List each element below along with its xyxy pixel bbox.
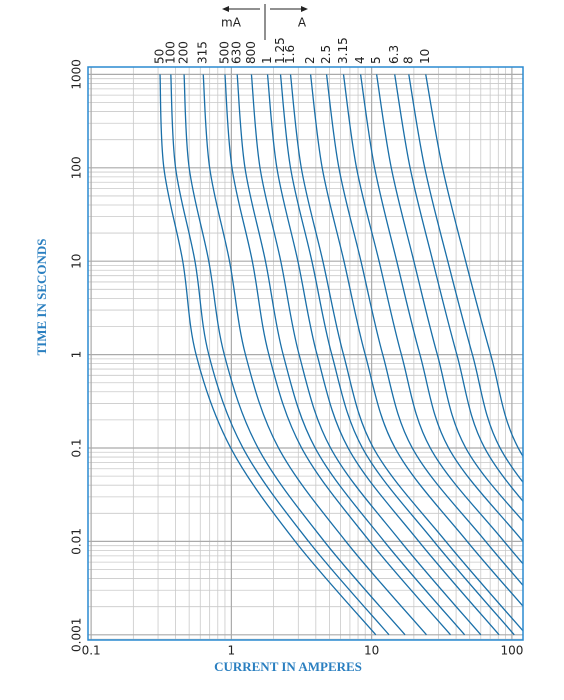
- unit-label: mA: [221, 16, 242, 30]
- curve: [309, 74, 523, 608]
- curve: [425, 74, 523, 458]
- curve: [325, 74, 523, 587]
- curve: [183, 74, 406, 636]
- y-tick-label: 100: [70, 156, 84, 179]
- curve: [289, 74, 523, 632]
- arrow-head: [301, 6, 308, 12]
- curve-label: 1: [260, 56, 274, 64]
- curve-label: 630: [230, 41, 244, 64]
- curve-label: 50: [153, 49, 167, 64]
- arrow-head: [222, 6, 229, 12]
- curve-label: 3.15: [336, 37, 350, 64]
- curve-label: 5: [369, 56, 383, 64]
- y-tick-label: 1000: [70, 59, 84, 90]
- curve: [266, 74, 500, 636]
- curve: [408, 74, 523, 484]
- plot-frame: [87, 66, 524, 641]
- y-axis-title: TIME IN SECONDS: [34, 238, 49, 355]
- curve-label: 10: [418, 49, 432, 64]
- x-tick-label: 1: [228, 644, 236, 658]
- x-tick-label: 100: [500, 644, 523, 658]
- curve: [202, 74, 427, 636]
- curve: [394, 74, 523, 503]
- y-tick-label: 0.1: [70, 438, 84, 457]
- x-tick-label: 10: [364, 644, 379, 658]
- x-axis-title: CURRENT IN AMPERES: [214, 659, 362, 674]
- curve-label: 2: [303, 56, 317, 64]
- curve-label: 4: [353, 56, 367, 64]
- y-tick-label: 10: [70, 254, 84, 269]
- curve: [375, 74, 523, 523]
- y-tick-label: 0.01: [70, 528, 84, 555]
- curve: [250, 74, 482, 636]
- unit-label: A: [298, 16, 307, 30]
- curve: [342, 74, 523, 565]
- curves: [159, 74, 523, 636]
- unit-indicator: mA A: [221, 4, 308, 40]
- curve-label: 315: [196, 41, 210, 64]
- curve: [359, 74, 523, 543]
- curve: [170, 74, 390, 636]
- curve-label: 800: [244, 41, 258, 64]
- curve: [279, 74, 515, 636]
- y-tick-label: 1: [70, 351, 84, 359]
- curve-label: 8: [401, 56, 415, 64]
- curve-label: 1.25: [273, 37, 287, 64]
- x-tick-label: 0.1: [82, 644, 101, 658]
- curve-label: 1.6: [283, 45, 297, 64]
- y-tick-label: 0.001: [70, 618, 84, 652]
- curve-label: 100: [163, 41, 177, 64]
- curve-label: 500: [217, 41, 231, 64]
- curve-label: 2.5: [319, 45, 333, 64]
- curve: [159, 74, 377, 636]
- curve: [236, 74, 466, 636]
- curve-label: 200: [177, 41, 191, 64]
- curve: [224, 74, 451, 636]
- curve-label: 6.3: [387, 45, 401, 64]
